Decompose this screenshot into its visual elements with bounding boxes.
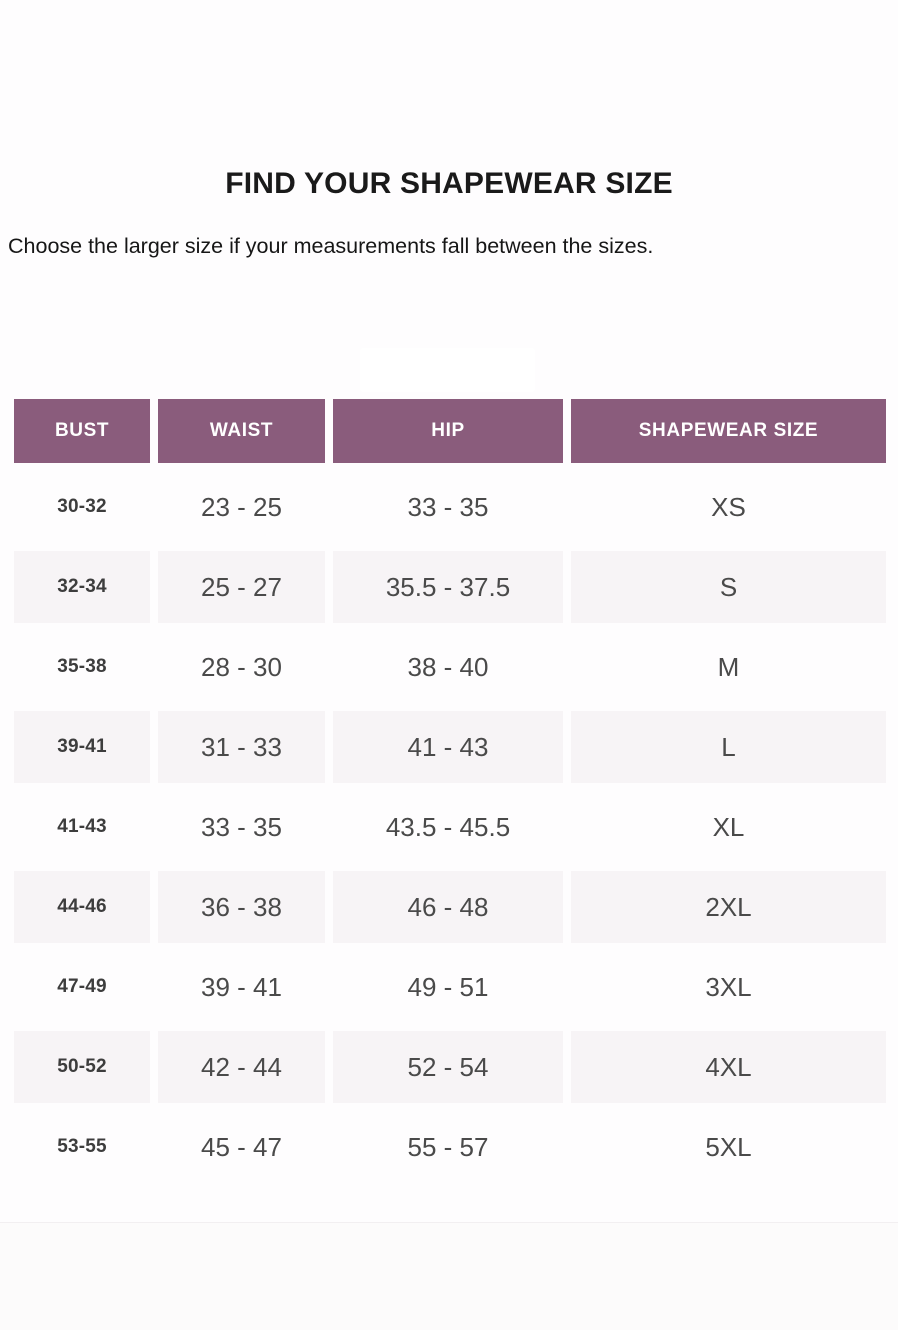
- waist-cell: 42 - 44: [158, 1031, 325, 1103]
- table-row: 50-52 42 - 44 52 - 54 4XL: [14, 1031, 886, 1103]
- table-row: 47-49 39 - 41 49 - 51 3XL: [14, 951, 886, 1023]
- size-cell: XS: [711, 491, 746, 522]
- hip-cell: 43.5 - 45.5: [385, 811, 511, 842]
- bust-cell: 44-46: [14, 871, 150, 943]
- table-row: 53-55 45 - 47 55 - 57 5XL: [14, 1111, 886, 1183]
- table-row: 32-34 25 - 27 35.5 - 37.5 S: [14, 551, 886, 623]
- size-cell: S: [571, 551, 886, 623]
- bust-cell: 30-32: [57, 496, 107, 517]
- page-footer-area: [0, 1222, 898, 1330]
- hip-cell: 35.5 - 37.5: [333, 551, 563, 623]
- column-header-waist: WAIST: [158, 399, 325, 463]
- bust-cell: 50-52: [14, 1031, 150, 1103]
- bust-cell: 39-41: [14, 711, 150, 783]
- hip-cell: 55 - 57: [407, 1131, 489, 1162]
- size-cell: L: [571, 711, 886, 783]
- table-row: 30-32 23 - 25 33 - 35 XS: [14, 471, 886, 543]
- size-cell: 2XL: [571, 871, 886, 943]
- size-chart-table: BUST WAIST HIP SHAPEWEAR SIZE 30-32 23 -…: [6, 391, 894, 1191]
- hip-cell: 33 - 35: [407, 491, 489, 522]
- size-cell: 4XL: [571, 1031, 886, 1103]
- bust-cell: 35-38: [57, 656, 107, 677]
- table-row: 44-46 36 - 38 46 - 48 2XL: [14, 871, 886, 943]
- waist-cell: 28 - 30: [201, 651, 282, 682]
- table-row: 39-41 31 - 33 41 - 43 L: [14, 711, 886, 783]
- size-cell: 3XL: [705, 971, 752, 1002]
- column-header-hip: HIP: [333, 399, 563, 463]
- waist-cell: 25 - 27: [158, 551, 325, 623]
- column-header-shapewear-size: SHAPEWEAR SIZE: [571, 399, 886, 463]
- waist-cell: 31 - 33: [158, 711, 325, 783]
- watermark-ghost: [360, 348, 535, 392]
- waist-cell: 33 - 35: [201, 811, 282, 842]
- column-header-bust: BUST: [14, 399, 150, 463]
- bust-cell: 53-55: [57, 1136, 107, 1157]
- hip-cell: 49 - 51: [407, 971, 489, 1002]
- header-row: BUST WAIST HIP SHAPEWEAR SIZE: [14, 399, 886, 463]
- hip-cell: 38 - 40: [407, 651, 489, 682]
- bust-cell: 41-43: [57, 816, 107, 837]
- bust-cell: 47-49: [57, 976, 107, 997]
- hip-cell: 46 - 48: [333, 871, 563, 943]
- size-cell: 5XL: [705, 1131, 752, 1162]
- waist-cell: 39 - 41: [201, 971, 282, 1002]
- table-row: 41-43 33 - 35 43.5 - 45.5 XL: [14, 791, 886, 863]
- waist-cell: 45 - 47: [201, 1131, 282, 1162]
- page-title: FIND YOUR SHAPEWEAR SIZE: [225, 167, 673, 200]
- size-guide-section: FIND YOUR SHAPEWEAR SIZE Choose the larg…: [6, 167, 894, 1191]
- waist-cell: 23 - 25: [201, 491, 282, 522]
- bust-cell: 32-34: [14, 551, 150, 623]
- hip-cell: 52 - 54: [333, 1031, 563, 1103]
- size-cell: M: [717, 651, 740, 682]
- waist-cell: 36 - 38: [158, 871, 325, 943]
- table-row: 35-38 28 - 30 38 - 40 M: [14, 631, 886, 703]
- hip-cell: 41 - 43: [333, 711, 563, 783]
- size-cell: XL: [712, 811, 745, 842]
- page-subtitle: Choose the larger size if your measureme…: [8, 234, 654, 258]
